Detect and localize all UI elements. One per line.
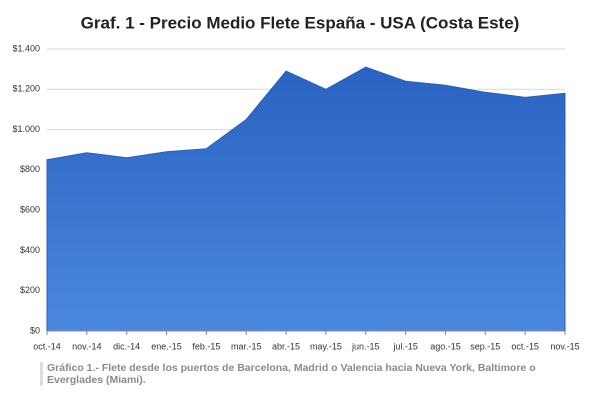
x-tick-label: abr.-15 — [272, 341, 300, 351]
x-tick-label: oct.-15 — [511, 341, 539, 351]
chart: Graf. 1 - Precio Medio Flete España - US… — [12, 13, 579, 351]
y-tick-label: $400 — [20, 245, 40, 255]
x-tick-label: oct.-14 — [33, 341, 61, 351]
y-tick-label: $600 — [20, 205, 40, 215]
x-tick-label: sep.-15 — [470, 341, 500, 351]
x-tick-label: jul.-15 — [392, 341, 418, 351]
x-tick-label: jun.-15 — [351, 341, 380, 351]
y-tick-label: $200 — [20, 285, 40, 295]
y-tick-label: $0 — [30, 325, 40, 335]
y-tick-label: $1.400 — [12, 43, 40, 53]
chart-title: Graf. 1 - Precio Medio Flete España - US… — [81, 13, 520, 32]
area — [46, 66, 566, 332]
x-tick-label: feb.-15 — [192, 341, 220, 351]
y-tick-label: $800 — [20, 164, 40, 174]
y-tick-label: $1.200 — [12, 84, 40, 94]
y-tick-label: $1.000 — [12, 124, 40, 134]
caption: Gráfico 1.- Flete desde los puertos de B… — [40, 362, 592, 386]
x-tick-label: may.-15 — [310, 341, 342, 351]
x-tick-label: dic.-14 — [113, 341, 140, 351]
x-tick-label: nov.-14 — [72, 341, 101, 351]
x-tick-label: ene.-15 — [151, 341, 182, 351]
x-tick-label: mar.-15 — [231, 341, 262, 351]
x-tick-label: ago.-15 — [430, 341, 461, 351]
x-tick-label: nov.-15 — [550, 341, 579, 351]
